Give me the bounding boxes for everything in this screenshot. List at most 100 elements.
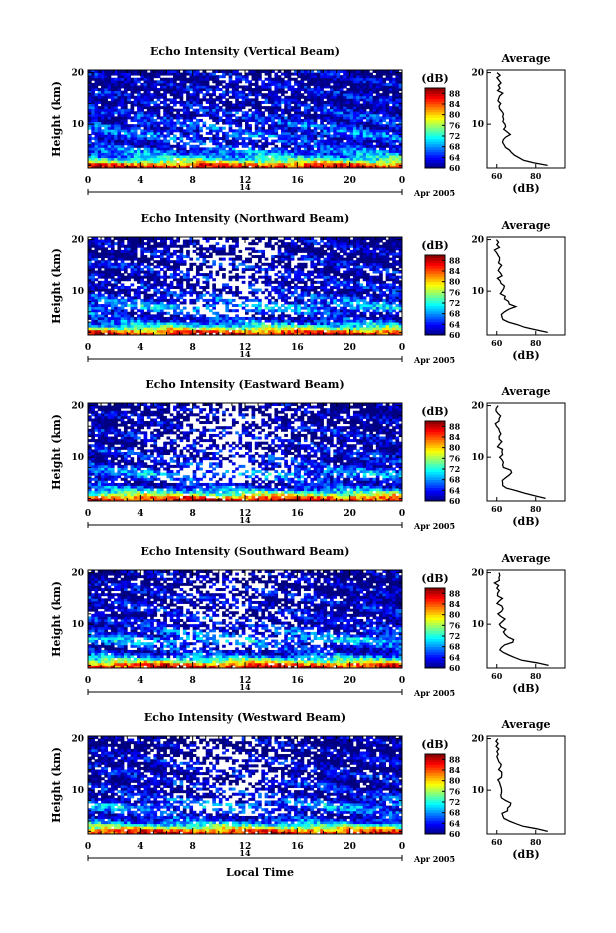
heatmap-cell [232, 158, 236, 161]
heatmap-cell [359, 320, 363, 323]
heatmap-cell [252, 88, 256, 91]
heatmap-cell [117, 116, 121, 119]
heatmap-cell [101, 163, 105, 166]
heatmap-cell [340, 307, 344, 310]
heatmap-cell [346, 304, 350, 307]
heatmap-cell [376, 304, 380, 307]
heatmap-cell [196, 91, 200, 94]
heatmap-cell [248, 132, 252, 135]
heatmap-cell [219, 109, 223, 112]
heatmap-cell [157, 327, 161, 330]
heatmap-cell [330, 137, 334, 140]
heatmap-cell [104, 158, 108, 161]
heatmap-cell [180, 78, 184, 81]
heatmap-cell [167, 127, 171, 130]
heatmap-cell [379, 145, 383, 148]
heatmap-cell [395, 317, 399, 320]
heatmap-cell [307, 155, 311, 158]
heatmap-cell [219, 160, 223, 163]
heatmap-cell [248, 109, 252, 112]
heatmap-cell [98, 317, 102, 320]
heatmap-cell [258, 155, 262, 158]
heatmap-cell [356, 309, 360, 312]
heatmap-cell [160, 286, 164, 289]
heatmap-cell [281, 78, 285, 81]
heatmap-cell [232, 109, 236, 112]
heatmap-cell [255, 129, 259, 132]
heatmap-cell [167, 307, 171, 310]
heatmap-cell [320, 119, 324, 122]
heatmap-cell [317, 322, 321, 325]
heatmap-cell [373, 91, 377, 94]
heatmap-cell [163, 283, 167, 286]
heatmap-cell [104, 150, 108, 153]
heatmap-cell [232, 129, 236, 132]
heatmap-cell [373, 289, 377, 292]
heatmap-cell [271, 281, 275, 284]
heatmap-cell [265, 85, 269, 88]
heatmap-cell [301, 314, 305, 317]
colorbar-segment [425, 141, 445, 144]
heatmap-cell [206, 83, 210, 86]
heatmap-cell [150, 142, 154, 145]
heatmap-cell [363, 93, 367, 96]
heatmap-cell [310, 283, 314, 286]
heatmap-cell [379, 289, 383, 292]
heatmap-cell [140, 163, 144, 166]
heatmap-cell [222, 289, 226, 292]
heatmap-cell [153, 129, 157, 132]
heatmap-cell [95, 304, 99, 307]
heatmap-cell [232, 155, 236, 158]
heatmap-cell [173, 145, 177, 148]
heatmap-cell [157, 137, 161, 140]
heatmap-cell [310, 88, 314, 91]
heatmap-cell [265, 325, 269, 328]
heatmap-cell [202, 111, 206, 114]
heatmap-cell [350, 327, 354, 330]
heatmap-cell [382, 299, 386, 302]
heatmap-cell [389, 312, 393, 315]
heatmap-cell [121, 312, 125, 315]
heatmap-cell [206, 85, 210, 88]
heatmap-cell [317, 127, 321, 130]
heatmap-cell [206, 317, 210, 320]
heatmap-cell [327, 80, 331, 83]
heatmap-cell [173, 294, 177, 297]
heatmap-cell [206, 93, 210, 96]
heatmap-cell [307, 124, 311, 127]
heatmap-cell [317, 147, 321, 150]
heatmap-cell [356, 301, 360, 304]
heatmap-cell [111, 142, 115, 145]
heatmap-cell [140, 145, 144, 148]
heatmap-cell [363, 91, 367, 94]
heatmap-cell [140, 158, 144, 161]
heatmap-cell [127, 127, 131, 130]
heatmap-cell [389, 96, 393, 99]
heatmap-cell [284, 155, 288, 158]
heatmap-cell [304, 122, 308, 125]
heatmap-cell [382, 309, 386, 312]
heatmap-cell [265, 129, 269, 132]
heatmap-cell [104, 163, 108, 166]
heatmap-cell [258, 312, 262, 315]
heatmap-cell [392, 73, 396, 76]
heatmap-cell [379, 124, 383, 127]
heatmap-cell [199, 137, 203, 140]
heatmap-cell [222, 91, 226, 94]
heatmap-cell [265, 73, 269, 76]
y-axis-label: Height (km) [50, 81, 63, 157]
heatmap-cell [379, 129, 383, 132]
heatmap-cell [337, 124, 341, 127]
heatmap-cell [245, 78, 249, 81]
heatmap-cell [124, 83, 128, 86]
heatmap-cell [108, 160, 112, 163]
heatmap-cell [170, 111, 174, 114]
heatmap-cell [225, 91, 229, 94]
heatmap-cell [297, 301, 301, 304]
heatmap-cell [288, 75, 292, 78]
heatmap-cell [137, 294, 141, 297]
heatmap-cell [127, 111, 131, 114]
heatmap-cell [124, 137, 128, 140]
heatmap-cell [359, 155, 363, 158]
heatmap-cell [232, 304, 236, 307]
